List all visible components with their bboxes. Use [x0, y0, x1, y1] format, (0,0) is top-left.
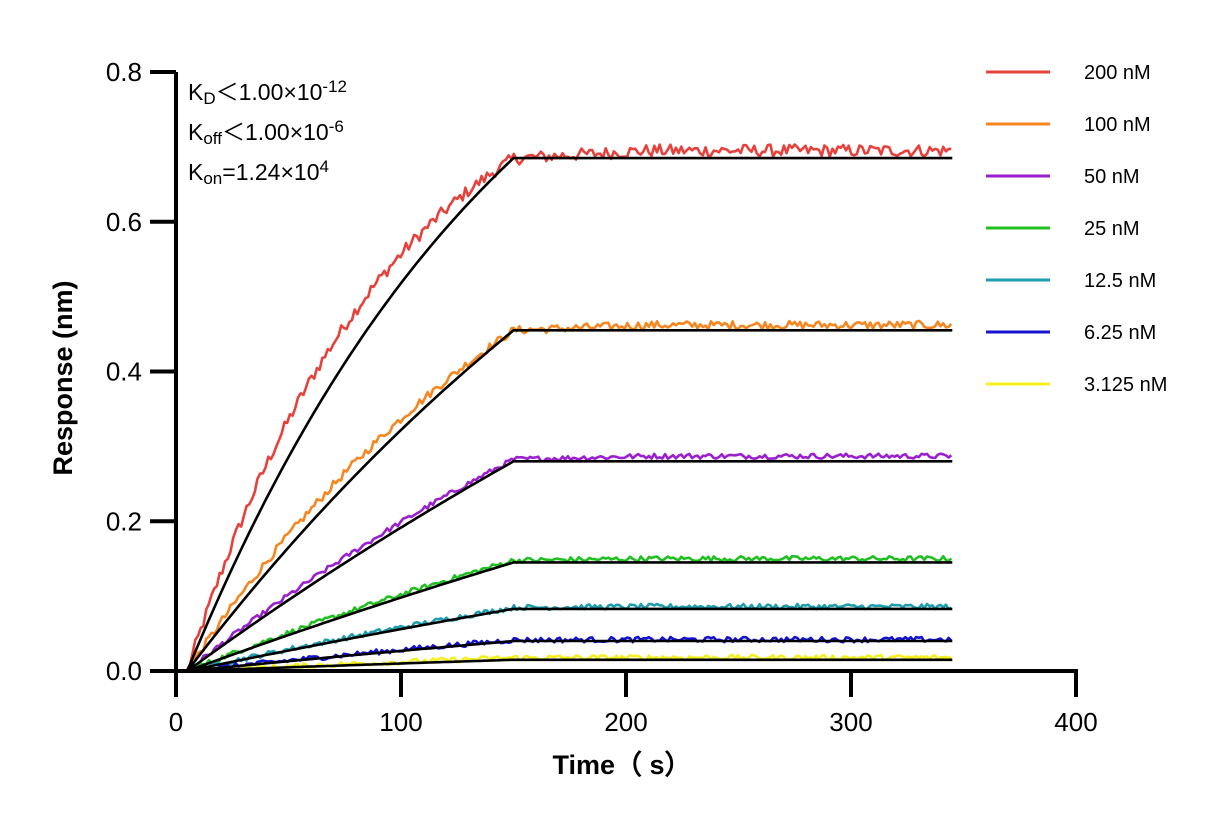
- fit-line-0: [186, 156, 953, 672]
- fit-line-5: [187, 639, 953, 673]
- y-tick-label: 0.8: [106, 57, 142, 87]
- fit-line-3: [186, 561, 953, 673]
- kinetic-constants: KD＜1.00×10-12 Koff＜1.00×10-6 Kon=1.24×104: [188, 77, 347, 188]
- series-line-1: [186, 319, 953, 673]
- fit-line-1: [186, 328, 953, 672]
- legend-label: 200 nM: [1084, 62, 1151, 84]
- fit-line-2: [186, 459, 953, 673]
- axes: 0.0 0.2 0.4 0.6 0.8 0 100 200 300 400: [106, 57, 1098, 737]
- legend-label: 6.25 nM: [1084, 322, 1156, 344]
- kinetic-constant: KD＜1.00×10-12: [188, 77, 347, 108]
- x-tick-label: 0: [169, 707, 183, 737]
- legend-label: 50 nM: [1084, 166, 1140, 188]
- y-tick-label: 0.2: [106, 506, 142, 536]
- x-axis-title: Time（ s）: [552, 750, 691, 780]
- x-tick-label: 400: [1054, 707, 1097, 737]
- fit-layer: [186, 156, 953, 673]
- series-line-3: [186, 554, 953, 672]
- legend: 200 nM 100 nM 50 nM 25 nM 12.5 nM 6.25 nM 3.12…: [986, 62, 1167, 396]
- kinetic-constant: Kon=1.24×104: [188, 157, 329, 188]
- x-tick-label: 300: [829, 707, 872, 737]
- legend-label: 3.125 nM: [1084, 374, 1167, 396]
- legend-label: 100 nM: [1084, 114, 1151, 136]
- legend-label: 25 nM: [1084, 218, 1140, 240]
- y-tick-label: 0.0: [106, 656, 142, 686]
- kinetic-constant: Koff＜1.00×10-6: [188, 117, 344, 148]
- y-axis-title: Response (nm): [48, 280, 78, 475]
- x-tick-label: 200: [604, 707, 647, 737]
- y-tick-label: 0.4: [106, 357, 142, 387]
- x-ticks: 0 100 200 300 400: [169, 671, 1098, 737]
- legend-label: 12.5 nM: [1084, 270, 1156, 292]
- x-tick-label: 100: [379, 707, 422, 737]
- fit-line-4: [187, 607, 953, 673]
- fit-line-6: [187, 658, 953, 673]
- y-tick-label: 0.6: [106, 207, 142, 237]
- y-ticks: 0.0 0.2 0.4 0.6 0.8: [106, 57, 176, 686]
- series-line-2: [186, 452, 953, 672]
